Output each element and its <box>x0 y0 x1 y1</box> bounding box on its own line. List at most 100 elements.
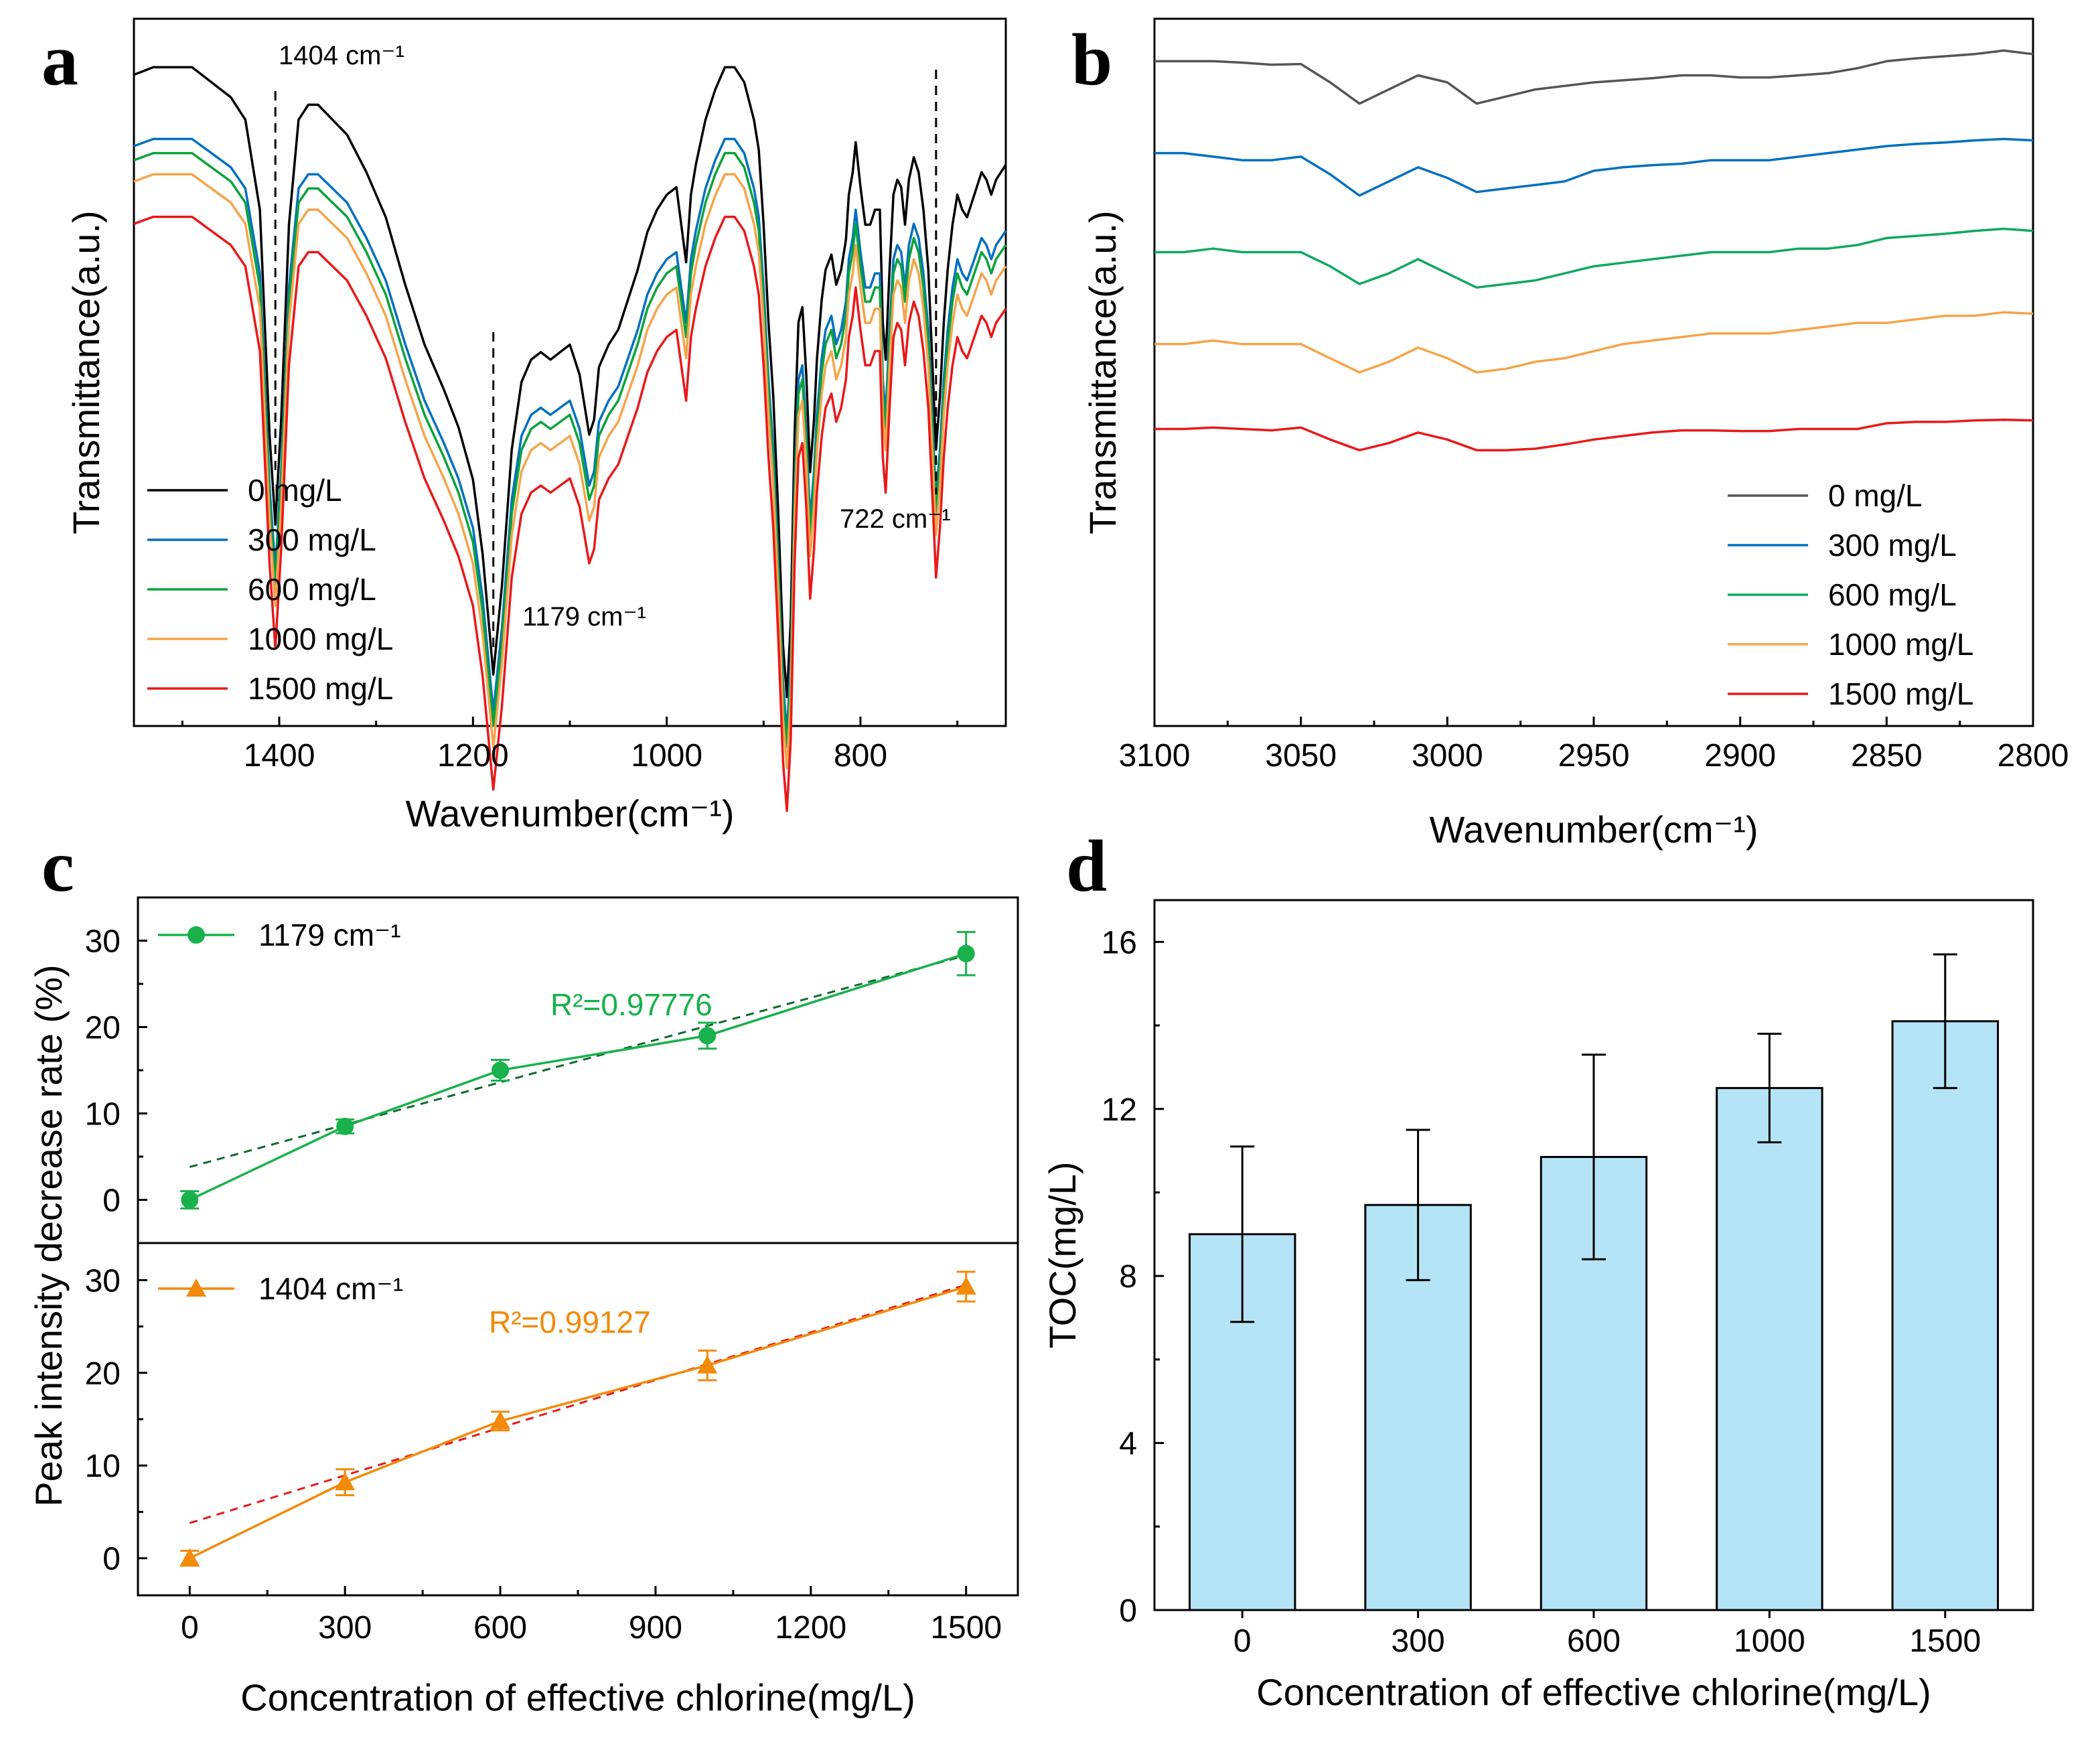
panel-b-series <box>1154 49 2034 451</box>
panel-c-data-point <box>957 944 975 962</box>
panel-c-y-tick-label: 20 <box>85 1011 121 1046</box>
panel-a-series-0-line <box>133 66 1007 699</box>
panel-c-legend-label: 1179 cm⁻¹ <box>258 918 401 952</box>
panel-c-xlabel: Concentration of effective chlorine(mg/L… <box>240 1676 915 1719</box>
panel-b-tick-label: 2900 <box>1704 738 1776 774</box>
panel-c-x-tick-label: 0 <box>181 1610 199 1646</box>
panel-c-data-point <box>181 1191 199 1209</box>
panel-a-ylabel: Transmittance(a.u.) <box>65 210 107 534</box>
panel-c-x-tick-label: 300 <box>318 1610 372 1646</box>
panel-d-x-tick-label: 1500 <box>1909 1623 1981 1659</box>
panel-a-legend: 0 mg/L 300 mg/L 600 mg/L 1000 mg/L 1500 mg/L <box>147 473 393 706</box>
panel-c-r2-label: R²=0.97776 <box>550 987 712 1022</box>
panel-c-y-tick-label: 0 <box>102 1542 121 1577</box>
panel-c-data-point <box>492 1062 510 1079</box>
panel-a-xlabel: Wavenumber(cm⁻¹) <box>405 792 734 834</box>
panel-a-tick-label: 1400 <box>244 738 315 774</box>
panel-c-data-point <box>336 1117 354 1135</box>
panel-c-x-tick-label: 1500 <box>930 1610 1002 1646</box>
panel-a-annotation-label-1404: 1404 cm⁻¹ <box>279 41 404 70</box>
panel-b-legend-label: 1500 mg/L <box>1828 676 1973 711</box>
panel-a-series-600-line <box>133 151 1007 749</box>
panel-a-legend-label: 0 mg/L <box>248 473 342 508</box>
panel-c-data-point <box>697 1355 718 1374</box>
panel-b-series-0-line <box>1154 49 2034 105</box>
panel-c-ylabel: Peak intensity decrease rate (%) <box>27 964 70 1506</box>
panel-c-fit-line <box>189 954 967 1168</box>
panel-a-tick-label: 1000 <box>631 738 702 774</box>
panel-d-x-tick-label: 300 <box>1392 1623 1445 1659</box>
panel-d-x-tick-label: 1000 <box>1734 1623 1805 1659</box>
panel-d-y-tick-label: 4 <box>1119 1427 1137 1462</box>
panel-d-x-tick-label: 0 <box>1233 1623 1252 1659</box>
panel-d-bar-1000 <box>1716 1087 1823 1611</box>
panel-c-y-tick-label: 10 <box>85 1097 121 1133</box>
panel-c-x-tick-label: 900 <box>629 1610 682 1646</box>
panel-c-y-tick-label: 20 <box>85 1356 121 1392</box>
panel-c-letter: c <box>42 825 74 907</box>
panel-a-annotation-label-1179: 1179 cm⁻¹ <box>522 602 646 632</box>
panel-b-series-300-line <box>1154 137 2034 197</box>
panel-c-subplot-1404: 0 10 20 30 1404 cm⁻¹ R²=0.99127 <box>85 1263 976 1577</box>
panel-b-series-1000-line <box>1154 311 2034 374</box>
panel-b-tick-label: 2850 <box>1851 738 1923 774</box>
panel-d-y-tick-label: 8 <box>1119 1259 1137 1295</box>
panel-c-y-tick-label: 30 <box>85 1263 121 1299</box>
panel-d-bar-1500 <box>1891 1020 2000 1611</box>
panel-d-y-tick-label: 16 <box>1102 925 1137 960</box>
panel-a-tick-label: 1200 <box>437 738 509 774</box>
panel-c-y-tick-label: 0 <box>102 1183 121 1219</box>
panel-c-y-tick-label: 30 <box>85 924 121 960</box>
panel-a-x-ticks: 1400 1200 1000 800 <box>181 717 959 774</box>
panel-a-annotations: 1404 cm⁻¹ 1179 cm⁻¹ 722 cm⁻¹ <box>274 41 951 648</box>
panel-b-legend-label: 1000 mg/L <box>1828 627 1973 662</box>
panel-a-legend-label: 600 mg/L <box>248 572 376 607</box>
panel-b-x-ticks: 3100 3050 3000 2950 2900 2850 2800 <box>1119 717 2069 774</box>
panel-d-content: 0 4 8 12 16 0 300 600 1000 1500 <box>1102 925 2000 1659</box>
panel-b-legend: 0 mg/L 300 mg/L 600 mg/L 1000 mg/L 1500 mg/L <box>1728 478 1973 711</box>
panel-c-x-tick-label: 1200 <box>775 1610 846 1646</box>
panel-b-tick-label: 3050 <box>1265 738 1337 774</box>
panel-a-legend-label: 300 mg/L <box>248 522 376 557</box>
panel-c-legend-label: 1404 cm⁻¹ <box>258 1271 403 1306</box>
panel-c-legend-marker <box>188 926 205 944</box>
panel-d-y-tick-label: 12 <box>1102 1092 1137 1128</box>
panel-c-data-point <box>698 1027 717 1045</box>
panel-b-series-1500-line <box>1154 419 2034 451</box>
panel-b-tick-label: 2950 <box>1558 738 1630 774</box>
panel-d-x-tick-label: 600 <box>1567 1623 1621 1659</box>
panel-a-letter: a <box>42 19 78 100</box>
panel-c-data-point <box>490 1410 511 1429</box>
panel-a-tick-label: 800 <box>834 738 887 774</box>
panel-b-tick-label: 3100 <box>1119 738 1191 774</box>
panel-c-x-tick-label: 600 <box>473 1610 527 1646</box>
panel-b-legend-label: 300 mg/L <box>1828 528 1957 563</box>
panel-c-legend-marker <box>186 1279 206 1297</box>
panel-d-xlabel: Concentration of effective chlorine(mg/L… <box>1256 1671 1931 1713</box>
panel-c-data-point <box>179 1548 200 1567</box>
panel-b: b 3100 3050 3000 2950 2900 2850 2800 0 mg/L 300… <box>1071 17 2069 851</box>
panel-c-data-point <box>335 1472 356 1491</box>
panel-a-series-1500-line <box>133 215 1007 812</box>
panel-b-legend-label: 600 mg/L <box>1828 577 1957 612</box>
panel-c-r2-label: R²=0.99127 <box>489 1305 651 1339</box>
panel-d: d 0 4 8 12 16 0 300 600 1000 1500 Concentration o… <box>1041 825 2034 1713</box>
panel-a-legend-label: 1500 mg/L <box>248 671 393 706</box>
panel-c-subplot-1179: 0 10 20 30 1179 cm⁻¹ R²=0.97776 <box>85 918 976 1219</box>
panel-b-series-600-line <box>1154 227 2034 289</box>
panel-a-series <box>133 66 1007 812</box>
panel-b-frame <box>1153 17 2034 727</box>
panel-b-tick-label: 2800 <box>1998 738 2069 774</box>
panel-b-xlabel: Wavenumber(cm⁻¹) <box>1429 808 1758 851</box>
panel-a: a 1404 cm⁻¹ 1179 cm⁻¹ 722 cm⁻¹ 1400 1200 100… <box>42 17 1007 834</box>
panel-b-legend-label: 0 mg/L <box>1828 478 1923 513</box>
panel-b-letter: b <box>1071 19 1112 100</box>
panel-c-data-point <box>956 1277 976 1295</box>
panel-c-content: 0 10 20 30 1179 cm⁻¹ R²=0.97776 0 10 20 30 1404 cm… <box>85 918 1002 1646</box>
panel-b-tick-label: 3000 <box>1412 738 1483 774</box>
panel-c: c 0 10 20 30 1179 cm⁻¹ R²=0.97776 0 10 20 30 1404 … <box>27 825 1019 1719</box>
panel-a-series-1000-line <box>133 173 1007 770</box>
panel-d-letter: d <box>1066 825 1107 907</box>
panel-a-annotation-label-722: 722 cm⁻¹ <box>840 504 951 534</box>
